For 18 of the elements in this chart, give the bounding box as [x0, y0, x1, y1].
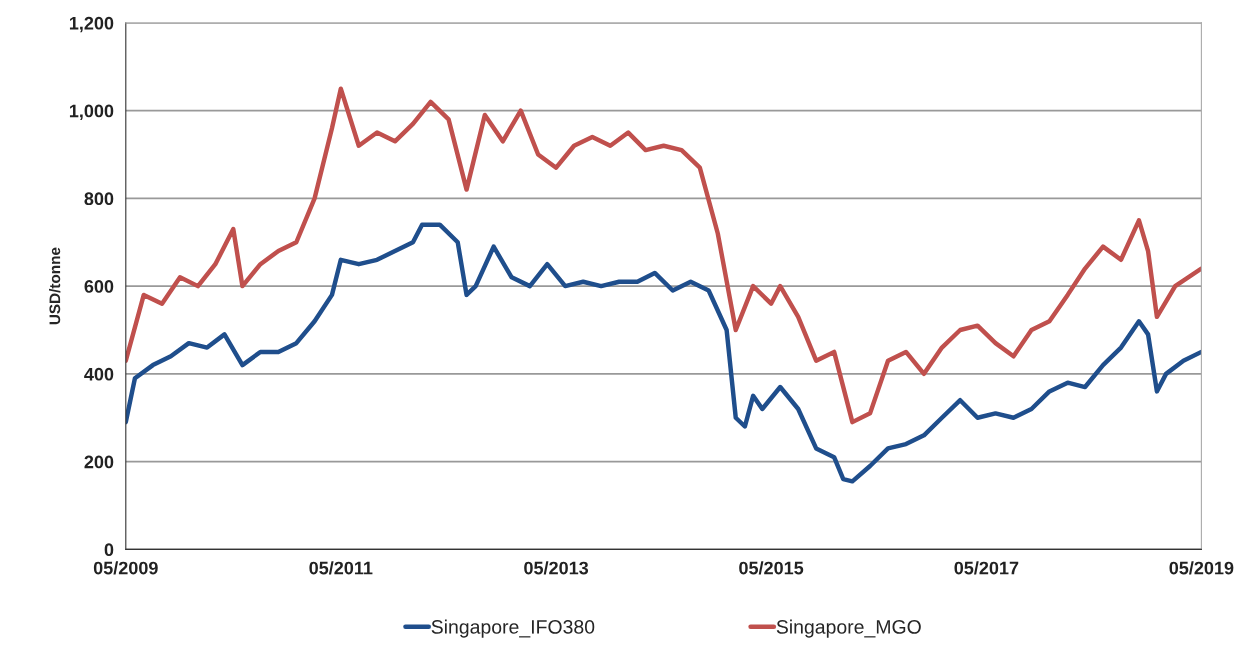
x-tick-label: 05/2019	[1169, 561, 1234, 575]
x-tick-label: 05/2013	[524, 561, 589, 575]
y-tick-label: 0	[104, 543, 114, 557]
y-tick-label: 1,000	[69, 104, 114, 120]
x-tick-label: 05/2015	[739, 561, 804, 575]
legend-label: Singapore_IFO380	[431, 619, 595, 638]
y-tick-label: 200	[84, 455, 114, 469]
y-tick-label: 800	[84, 192, 114, 206]
legend-label: Singapore_MGO	[776, 619, 921, 638]
y-tick-label: 1,200	[69, 16, 114, 33]
line-series	[125, 222, 1202, 484]
line-series	[125, 86, 1202, 425]
y-tick-label: 400	[84, 367, 114, 381]
x-tick-label: 05/2009	[93, 561, 158, 575]
x-tick-label: 05/2017	[954, 561, 1019, 575]
x-tick-label: 05/2011	[309, 561, 373, 575]
y-axis-title: USD/tonne	[49, 247, 61, 325]
y-tick-label: 600	[84, 280, 114, 293]
